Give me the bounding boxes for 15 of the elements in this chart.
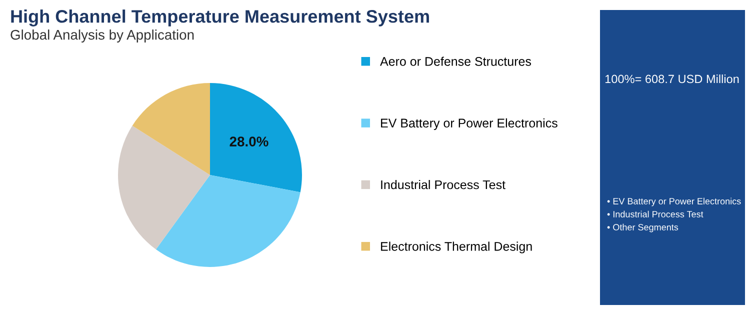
legend-label: EV Battery or Power Electronics xyxy=(381,118,558,130)
text: • Industrial Process Test xyxy=(607,210,704,218)
text: 100%= 608.7 USD Million xyxy=(605,74,739,84)
legend-label: Electronics Thermal Design xyxy=(381,242,532,254)
chart-title: High Channel Temperature Measurement System xyxy=(11,10,429,26)
legend-label: Industrial Process Test xyxy=(381,180,506,190)
pie-slice xyxy=(210,83,302,192)
pie-slice xyxy=(156,175,300,267)
pie-slice xyxy=(118,126,210,250)
chart-subtitle: Global Analysis by Application xyxy=(10,30,194,42)
legend-label: Aero or Defense Structures xyxy=(380,56,532,66)
pie-slice xyxy=(132,83,210,175)
text: • EV Battery or Power Electronics xyxy=(607,198,741,206)
data-label: 28.0% xyxy=(230,136,268,146)
text: • Other Segments xyxy=(607,224,678,232)
